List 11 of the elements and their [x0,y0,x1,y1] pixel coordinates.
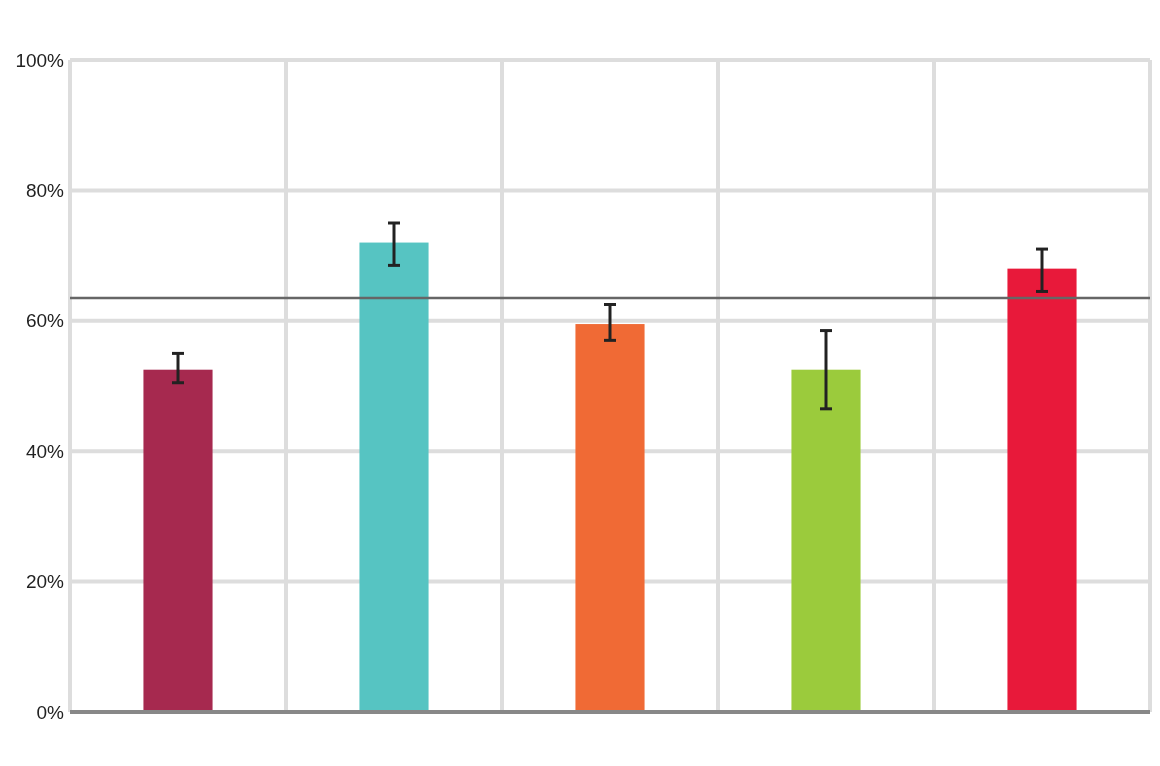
bar [1007,268,1077,712]
y-tick-label: 80% [25,180,65,202]
y-tick-label: 60% [25,310,65,332]
y-tick-label: 40% [25,440,65,462]
bar [143,369,213,712]
y-tick-label: 0% [36,701,65,723]
y-tick-label: 100% [15,49,65,71]
bar [791,369,861,712]
bar [575,324,645,712]
y-tick-label: 20% [25,571,65,593]
bar [359,242,429,712]
